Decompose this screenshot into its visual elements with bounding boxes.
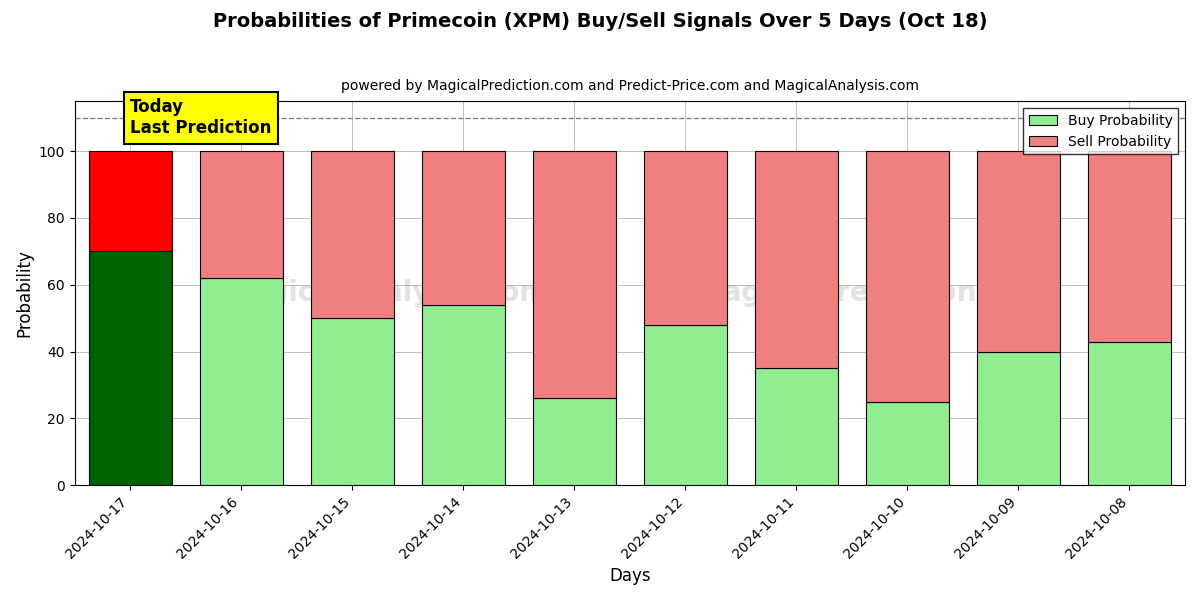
Text: MagicalPrediction.com: MagicalPrediction.com: [696, 279, 1052, 307]
X-axis label: Days: Days: [610, 567, 650, 585]
Bar: [89, 251, 172, 485]
Bar: [89, 151, 172, 251]
Bar: [643, 325, 727, 485]
Y-axis label: Probability: Probability: [16, 249, 34, 337]
Bar: [865, 401, 949, 485]
Bar: [533, 151, 616, 398]
Bar: [311, 151, 394, 318]
Title: powered by MagicalPrediction.com and Predict-Price.com and MagicalAnalysis.com: powered by MagicalPrediction.com and Pre…: [341, 79, 919, 93]
Text: MagicalAnalysis.com: MagicalAnalysis.com: [222, 279, 548, 307]
Bar: [755, 368, 838, 485]
Text: Probabilities of Primecoin (XPM) Buy/Sell Signals Over 5 Days (Oct 18): Probabilities of Primecoin (XPM) Buy/Sel…: [212, 12, 988, 31]
Bar: [643, 151, 727, 325]
Bar: [199, 151, 283, 278]
Bar: [977, 352, 1060, 485]
Bar: [1088, 341, 1171, 485]
Bar: [865, 151, 949, 401]
Bar: [199, 278, 283, 485]
Bar: [1088, 151, 1171, 341]
Bar: [421, 151, 505, 305]
Bar: [311, 318, 394, 485]
Legend: Buy Probability, Sell Probability: Buy Probability, Sell Probability: [1024, 108, 1178, 154]
Bar: [421, 305, 505, 485]
Bar: [755, 151, 838, 368]
Bar: [533, 398, 616, 485]
Text: Today
Last Prediction: Today Last Prediction: [130, 98, 271, 137]
Bar: [977, 151, 1060, 352]
